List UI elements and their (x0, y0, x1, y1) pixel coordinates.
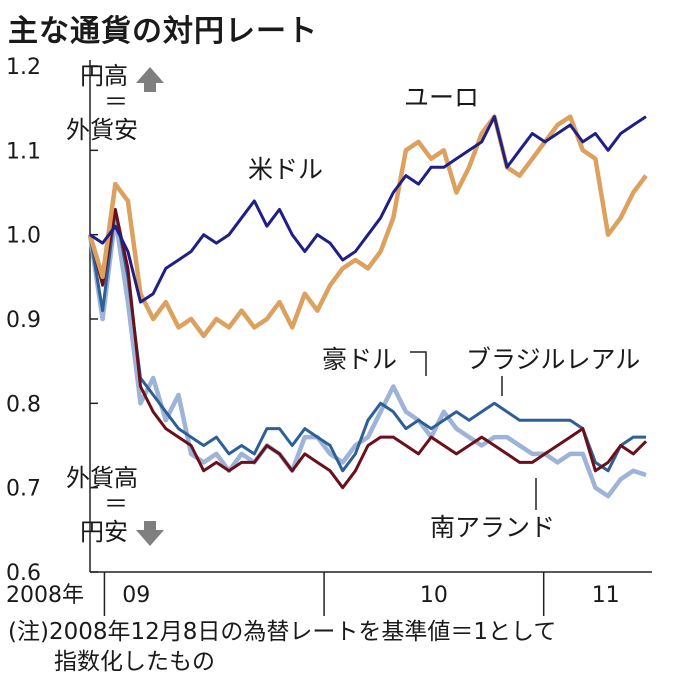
series-line-usd (89, 115, 647, 304)
series-label-zar: 南アランド (430, 513, 555, 542)
y-tick-label: 0.7 (6, 477, 41, 502)
series-lines (87, 114, 648, 499)
series-label-eur: ユーロ (404, 83, 479, 112)
chart-title: 主な通貨の対円レート (8, 14, 318, 49)
chart-axes: 0.6 0.7 0.8 0.9 1.0 1.1 1.2 2008年 09 10 11 (6, 55, 652, 616)
annot-yen-strong-text: 円高 (80, 62, 128, 90)
series-line-zar (88, 207, 648, 490)
x-tick-label: 11 (592, 583, 620, 608)
series-label-aud: 豪ドル (322, 345, 397, 374)
y-tick-label: 1.2 (6, 55, 41, 80)
y-tick-label: 1.1 (6, 139, 41, 164)
footnote-line-2: 指数化したもの (54, 649, 215, 675)
leader-aud (410, 351, 427, 376)
footnote-line-1: (注)2008年12月8日の為替レートを基準値＝1として (8, 619, 557, 645)
annot-yen-weak-text: 外貨高 (66, 464, 138, 492)
series-line-aud (87, 215, 647, 499)
x-tick-label: 2008年 (6, 583, 84, 608)
x-tick-label: 09 (122, 583, 150, 608)
y-tick-label: 0.8 (6, 392, 41, 417)
annot-yen-weak-text: 円安 (80, 518, 128, 546)
up-arrow-icon (136, 67, 164, 92)
series-label-brl: ブラジルレアル (466, 345, 640, 374)
series-line-brl (88, 207, 646, 473)
y-tick-label: 0.9 (6, 308, 41, 333)
annot-yen-strong-text: 外貨安 (66, 116, 138, 144)
down-arrow-icon (136, 521, 164, 546)
annot-yen-strong-text: ＝ (104, 88, 128, 116)
y-tick-label: 1.0 (6, 224, 41, 249)
y-tick-label: 0.6 (6, 561, 41, 586)
x-tick-label: 10 (420, 583, 448, 608)
annot-yen-weak-text: ＝ (104, 490, 128, 518)
series-line-eur (87, 114, 648, 339)
series-label-usd: 米ドル (248, 155, 323, 184)
